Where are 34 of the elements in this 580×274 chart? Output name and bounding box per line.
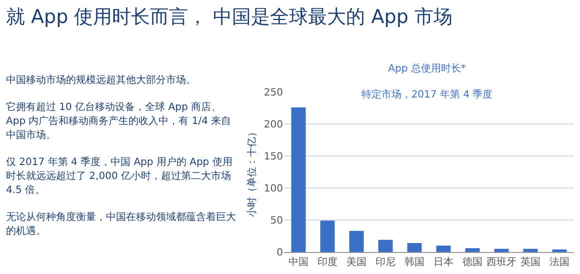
text: 中国移动市场的规模远超其他大部分市场。 [6, 74, 197, 88]
y-tick-label: 100 [264, 184, 283, 194]
bar [465, 248, 480, 252]
y-tick-label: 0 [276, 248, 283, 258]
x-tick-label: 美国 [346, 256, 366, 268]
x-tick-label: 日本 [434, 256, 454, 268]
text: 仅 2017 年第 4 季度，中国 App 用户的 App 使用时长就远远超过了 2,000 亿小时，超过第二大市场 4.5 倍。 [6, 156, 234, 198]
bar [407, 243, 422, 252]
chart-title: App 总使用时长* [388, 62, 466, 74]
x-tick-label: 印尼 [376, 256, 396, 268]
bar [291, 107, 306, 252]
bar [378, 240, 393, 252]
text: 它拥有超过 10 亿台移动设备，全球 App 商店、App 内广告和移动商务产生的收入中，有 1/4 来自中国市场。 [6, 101, 232, 143]
x-tick-label: 中国 [288, 256, 308, 268]
y-tick-label: 150 [264, 152, 283, 162]
bar [552, 249, 567, 252]
x-tick-label: 德国 [462, 257, 482, 268]
x-tick-label: 韩国 [404, 256, 424, 268]
bar [494, 248, 509, 252]
chart-subtitle: 特定市场，2017 年第 4 季度 [361, 88, 493, 100]
text: 就 App 使用时长而言， 中国是全球最大的 App 市场 [6, 5, 452, 30]
x-tick-label: 英国 [520, 256, 540, 268]
x-tick-label: 西班牙 [486, 256, 516, 268]
text: 无论从何种角度衡量，中国在移动领域都蕴含着巨大的机遇。 [6, 211, 237, 239]
x-tick-label: 印度 [318, 256, 338, 268]
bar [436, 246, 451, 252]
y-axis-title: 小时（单位：十亿） [246, 127, 258, 217]
bar [349, 230, 364, 252]
y-tick-label: 200 [264, 120, 283, 130]
bar [523, 248, 538, 252]
x-tick-label: 法国 [550, 256, 570, 268]
y-tick-label: 50 [270, 216, 283, 226]
y-tick-label: 250 [264, 88, 283, 98]
bar [320, 220, 335, 252]
